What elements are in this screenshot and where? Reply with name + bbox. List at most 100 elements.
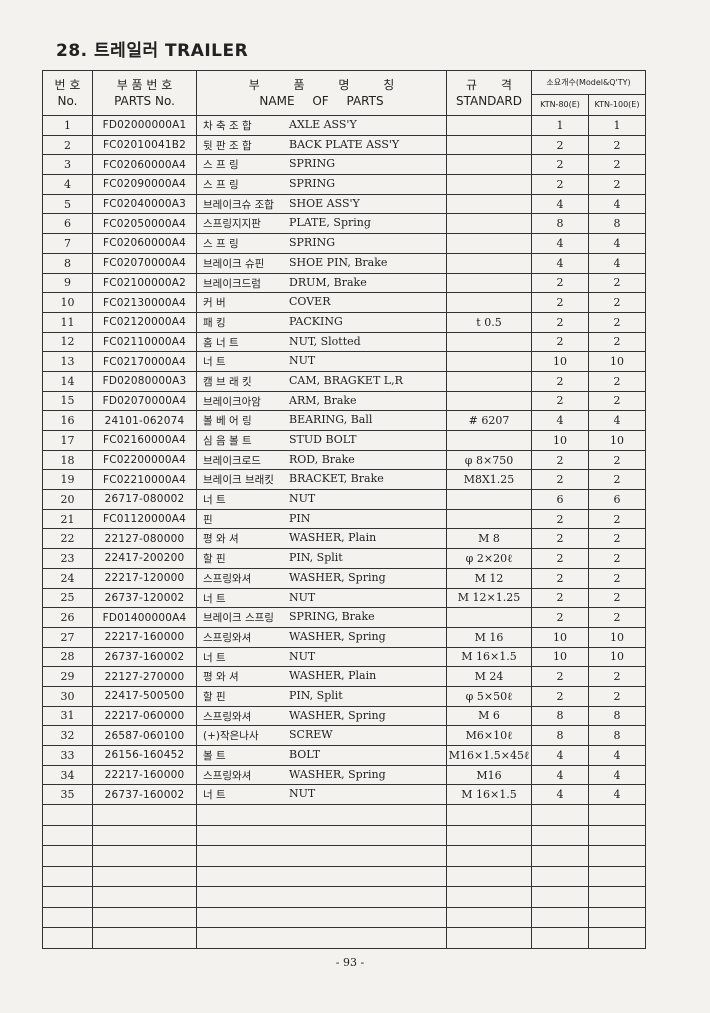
part-no: 26737-120002	[92, 587, 197, 609]
empty-cell	[42, 906, 93, 929]
name-en: PIN	[289, 511, 311, 525]
no: 21	[42, 508, 93, 530]
empty-cell	[196, 865, 447, 888]
qty: 2	[588, 528, 646, 550]
empty-cell	[92, 886, 197, 908]
name-en: WASHER, Plain	[289, 669, 377, 683]
empty-cell	[42, 824, 93, 847]
empty-cell	[531, 824, 589, 847]
standard	[446, 607, 532, 628]
parts-table: 번 호 No. 부 품 번 호 PARTS No. 부 품 명 칭 NAME OF P…	[42, 70, 646, 949]
name-ko: 너 트	[203, 651, 226, 664]
qty: 1	[531, 115, 589, 136]
name-en: SPRING	[289, 236, 335, 250]
name-en: PIN, Split	[289, 551, 343, 565]
empty-cell	[588, 906, 646, 929]
qty: 8	[588, 213, 646, 235]
standard	[446, 430, 532, 451]
name-en: PACKING	[289, 314, 343, 328]
row: 5 FC02040000A3 브레이크슈 조합 SHOE ASS'Y 4 4	[42, 193, 646, 215]
row: 20 26717-080002 너 트 NUT 6 6	[42, 489, 646, 510]
standard: φ 5×50ℓ	[446, 685, 532, 707]
no: 6	[42, 213, 93, 235]
part-no: 22217-120000	[92, 567, 197, 589]
name: 브레이크 스프링 SPRING, Brake	[196, 607, 447, 628]
qty: 2	[588, 685, 646, 707]
name-ko: 브레이크 브래킷	[203, 474, 274, 487]
empty-cell	[446, 804, 532, 826]
qty: 4	[531, 193, 589, 215]
qty: 8	[588, 705, 646, 727]
empty-cell	[446, 865, 532, 888]
name-ko: 브레이크로드	[203, 454, 261, 467]
header-model: KTN-80(E)	[531, 94, 589, 116]
qty: 2	[531, 607, 589, 628]
qty: 2	[531, 134, 589, 156]
no: 8	[42, 252, 93, 274]
qty: 4	[531, 410, 589, 431]
empty-cell	[588, 886, 646, 908]
standard: M 8	[446, 528, 532, 550]
name-en: AXLE ASS'Y	[289, 118, 357, 131]
row: 19 FC02210000A4 브레이크 브래킷 BRACKET, Brake M8X1…	[42, 469, 646, 491]
standard	[446, 370, 532, 392]
name-en: WASHER, Plain	[289, 531, 377, 545]
standard	[446, 272, 532, 294]
name-ko: 볼 트	[203, 750, 226, 762]
no: 13	[42, 351, 93, 372]
qty: 4	[531, 784, 589, 806]
standard: t 0.5	[446, 311, 532, 333]
empty-row	[42, 824, 646, 847]
row: 32 26587-060100 (+)작은나사 SCREW M6×10ℓ 8 8	[42, 725, 646, 746]
no: 20	[42, 489, 93, 510]
row: 7 FC02060000A4 스 프 링 SPRING 4 4	[42, 233, 646, 254]
standard	[446, 213, 532, 235]
no: 25	[42, 587, 93, 609]
name-ko: 평 와 셔	[203, 671, 239, 684]
standard: M 16×1.5	[446, 784, 532, 806]
qty: 2	[588, 272, 646, 294]
name-ko: 브레이크 슈핀	[203, 257, 265, 270]
standard	[446, 331, 532, 353]
standard: M6×10ℓ	[446, 725, 532, 746]
name-ko: 브레이크슈 조합	[203, 198, 274, 211]
no: 30	[42, 685, 93, 707]
part-no: FD02000000A1	[92, 115, 197, 136]
empty-row	[42, 927, 646, 949]
empty-row	[42, 865, 646, 888]
no: 19	[42, 469, 93, 491]
page-number: - 93 -	[335, 956, 365, 969]
name-en: BACK PLATE ASS'Y	[289, 137, 400, 151]
name-en: SPRING	[289, 157, 335, 171]
part-no: FC02130000A4	[92, 292, 197, 313]
row: 11 FC02120000A4 패 킹 PACKING t 0.5 2 2	[42, 311, 646, 333]
empty-row	[42, 906, 646, 929]
name-ko: 스프링지지판	[203, 218, 261, 231]
empty-cell	[42, 886, 93, 908]
part-no: 24101-062074	[92, 410, 197, 431]
part-no: FC02010041B2	[92, 134, 197, 156]
name: 홈 너 트 NUT, Slotted	[196, 331, 447, 353]
name-ko: 스프링와셔	[203, 710, 252, 723]
name-ko: 할 핀	[203, 553, 226, 566]
standard	[446, 489, 532, 510]
standard: M8X1.25	[446, 469, 532, 491]
empty-cell	[92, 804, 197, 826]
row: 34 22217-160000 스프링와셔 WASHER, Spring M16 4 4	[42, 764, 646, 786]
no: 3	[42, 154, 93, 176]
empty-cell	[531, 865, 589, 888]
empty-cell	[588, 824, 646, 847]
row: 1 FD02000000A1 차 축 조 합 AXLE ASS'Y 1 1	[42, 115, 646, 136]
empty-cell	[42, 865, 93, 888]
qty: 2	[531, 508, 589, 530]
row: 6 FC02050000A4 스프링지지판 PLATE, Spring 8 8	[42, 213, 646, 235]
row: 12 FC02110000A4 홈 너 트 NUT, Slotted 2 2	[42, 331, 646, 353]
qty: 2	[588, 292, 646, 313]
empty-cell	[531, 927, 589, 949]
row: 24 22217-120000 스프링와셔 WASHER, Spring M 12 2 2	[42, 567, 646, 589]
empty-cell	[92, 845, 197, 867]
qty: 2	[588, 174, 646, 195]
name-en: DRUM, Brake	[289, 275, 367, 289]
name-en: ROD, Brake	[289, 452, 355, 466]
part-no: FC02160000A4	[92, 430, 197, 451]
